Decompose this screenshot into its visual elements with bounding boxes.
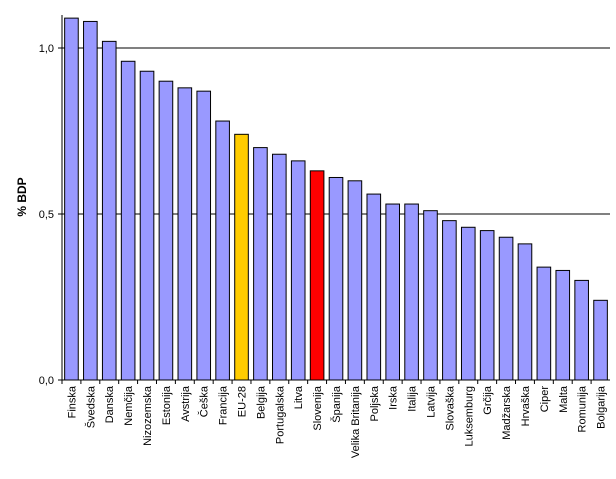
- bar-španija: [328, 176, 344, 381]
- x-tick-label: Luksemburg: [463, 386, 475, 447]
- x-tick-label: Madžarska: [501, 385, 513, 440]
- x-tick-label: Finska: [66, 385, 78, 418]
- bar-slovaška: [442, 220, 457, 381]
- bar-velika-britanija: [347, 180, 363, 381]
- bar-bolgarija: [593, 299, 608, 381]
- x-tick-label: Španija: [330, 385, 343, 423]
- bar-malta: [555, 269, 571, 381]
- x-tick-label: Litva: [293, 385, 305, 409]
- x-tick-label: Malta: [558, 385, 570, 413]
- bar-luksemburg: [460, 226, 476, 381]
- bar-litva: [290, 160, 306, 381]
- bar-madžarska: [498, 236, 514, 381]
- x-tick-label: Ciper: [539, 386, 551, 413]
- x-tick-label: Velika Britanija: [350, 385, 362, 458]
- bars: [64, 17, 608, 381]
- y-tick-label: 1,0: [39, 43, 54, 55]
- bar-belgija: [253, 147, 268, 381]
- x-tick-label: Francija: [218, 385, 230, 425]
- bar-češka: [196, 90, 212, 381]
- x-tick-label: Portugalska: [274, 385, 286, 444]
- x-tick-label: Romunija: [577, 385, 589, 432]
- bar-grčija: [479, 230, 495, 381]
- x-tick-label: Hrvaška: [520, 385, 532, 426]
- bar-romunija: [574, 279, 589, 381]
- y-tick-labels: 0,0 0,5 1,0: [39, 43, 62, 387]
- bar-hrvaška: [517, 243, 533, 381]
- bar-estonija: [158, 80, 174, 381]
- x-tick-label: Belgija: [255, 385, 267, 419]
- x-tick-label: Poljska: [369, 385, 381, 421]
- bar-švedska: [83, 20, 98, 381]
- bar-danska: [101, 40, 117, 381]
- bar-irska: [385, 203, 400, 381]
- bar-portugalska: [272, 153, 287, 381]
- x-tick-label: Irska: [388, 385, 400, 410]
- y-tick-label: 0,5: [39, 209, 54, 221]
- x-tick-label: Avstrija: [180, 385, 192, 422]
- x-tick-label: Danska: [104, 385, 116, 423]
- x-tick-label: Nemčija: [123, 385, 135, 426]
- x-tick-label: Italija: [407, 385, 419, 412]
- bar-poljska: [366, 193, 382, 381]
- x-tick-label: Grčija: [482, 385, 494, 415]
- x-tick-label: Češka: [198, 385, 211, 417]
- bar-avstrija: [177, 87, 193, 381]
- x-tick-label: EU-28: [237, 386, 249, 417]
- x-tick-label: Latvija: [425, 385, 437, 418]
- bar-italija: [404, 203, 419, 381]
- bar-slovenija: [309, 170, 325, 381]
- bar-ciper: [536, 266, 552, 381]
- bar-eu-28: [234, 133, 249, 381]
- bar-latvija: [423, 210, 438, 381]
- axes: [61, 15, 610, 381]
- bar-finska: [64, 17, 79, 381]
- x-tick-label: Nizozemska: [142, 385, 154, 446]
- bar-nemčija: [120, 60, 136, 381]
- x-tick-label: Slovaška: [444, 385, 456, 431]
- x-tick-label: Švedska: [84, 385, 97, 428]
- y-axis-label: % BDP: [15, 177, 29, 216]
- x-tick-labels: Finska Švedska Danska Nemčija Nizozemska Esto…: [61, 380, 608, 458]
- bar-francija: [215, 120, 230, 381]
- y-tick-label: 0,0: [39, 375, 54, 387]
- x-tick-label: Slovenija: [312, 385, 324, 431]
- x-tick-label: Bolgarija: [596, 385, 608, 429]
- x-tick-label: Estonija: [161, 385, 173, 425]
- bar-nizozemska: [139, 70, 155, 381]
